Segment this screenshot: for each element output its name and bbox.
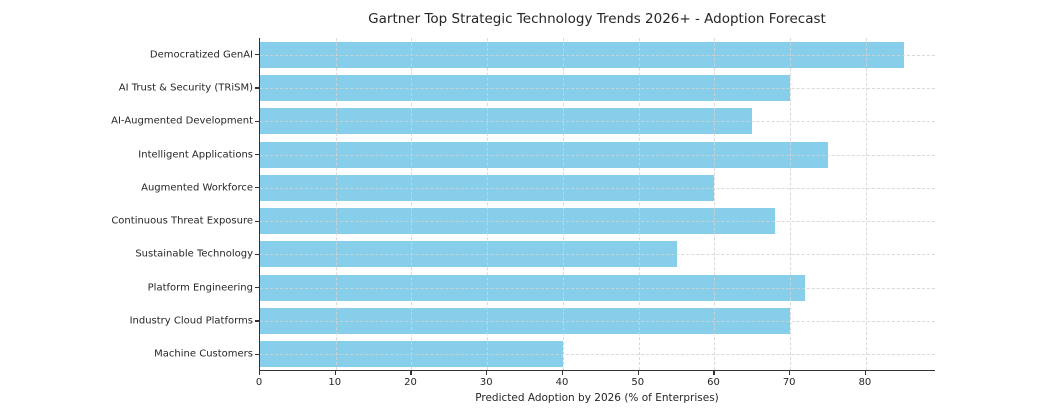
y-tick-label: Sustainable Technology bbox=[135, 248, 253, 260]
y-tick-label: Platform Engineering bbox=[147, 282, 253, 294]
y-tick-mark bbox=[255, 220, 259, 222]
y-tick-mark bbox=[255, 87, 259, 89]
x-tick-mark bbox=[410, 371, 412, 375]
y-gridline bbox=[260, 54, 935, 56]
y-tick-mark bbox=[255, 320, 259, 322]
x-gridline bbox=[411, 38, 413, 370]
x-gridline bbox=[562, 38, 564, 370]
x-axis-label: Predicted Adoption by 2026 (% of Enterpr… bbox=[475, 392, 719, 404]
x-tick-mark bbox=[789, 371, 791, 375]
x-tick-label: 80 bbox=[858, 377, 872, 388]
y-tick-mark bbox=[255, 153, 259, 156]
x-gridline bbox=[714, 38, 716, 370]
x-tick-label: 10 bbox=[328, 377, 342, 388]
x-tick-mark bbox=[259, 371, 261, 375]
y-gridline bbox=[260, 121, 935, 123]
y-gridline bbox=[260, 154, 935, 156]
y-gridline bbox=[260, 87, 935, 89]
plot-area bbox=[259, 38, 935, 371]
x-tick-label: 70 bbox=[782, 377, 796, 388]
y-gridline bbox=[260, 287, 935, 289]
y-tick-label: Democratized GenAI bbox=[149, 49, 253, 61]
y-tick-mark bbox=[255, 187, 259, 189]
y-tick-mark bbox=[255, 54, 259, 56]
y-gridline bbox=[260, 187, 935, 189]
x-tick-label: 30 bbox=[479, 377, 493, 388]
y-tick-label: Intelligent Applications bbox=[138, 149, 253, 161]
x-gridline bbox=[638, 38, 640, 370]
y-tick-label: AI-Augmented Development bbox=[111, 115, 253, 127]
y-tick-label: AI Trust & Security (TRiSM) bbox=[118, 82, 253, 94]
x-tick-label: 60 bbox=[707, 377, 720, 388]
y-tick-mark bbox=[255, 253, 259, 256]
x-tick-label: 50 bbox=[631, 377, 645, 388]
chart-title: Gartner Top Strategic Technology Trends … bbox=[368, 11, 826, 27]
y-tick-mark bbox=[255, 120, 259, 122]
y-tick-label: Augmented Workforce bbox=[141, 182, 253, 194]
y-tick-mark bbox=[255, 353, 259, 355]
x-tick-label: 40 bbox=[555, 377, 569, 388]
y-gridline bbox=[260, 321, 935, 323]
y-tick-label: Machine Customers bbox=[154, 348, 253, 360]
x-gridline bbox=[335, 38, 337, 370]
x-gridline bbox=[487, 38, 489, 370]
x-tick-mark bbox=[864, 371, 867, 375]
x-tick-mark bbox=[637, 371, 639, 375]
x-tick-label: 0 bbox=[255, 377, 263, 388]
y-gridline bbox=[260, 254, 935, 256]
x-gridline bbox=[865, 38, 867, 370]
x-tick-mark bbox=[334, 371, 336, 375]
y-tick-label: Continuous Threat Exposure bbox=[111, 215, 253, 227]
x-tick-mark bbox=[486, 371, 488, 375]
y-gridline bbox=[260, 354, 935, 356]
x-tick-label: 20 bbox=[404, 377, 417, 388]
x-tick-mark bbox=[713, 371, 715, 375]
y-gridline bbox=[260, 221, 935, 223]
y-tick-label: Industry Cloud Platforms bbox=[129, 315, 253, 327]
y-tick-mark bbox=[255, 287, 259, 289]
x-tick-mark bbox=[561, 371, 564, 375]
x-gridline bbox=[790, 38, 792, 370]
